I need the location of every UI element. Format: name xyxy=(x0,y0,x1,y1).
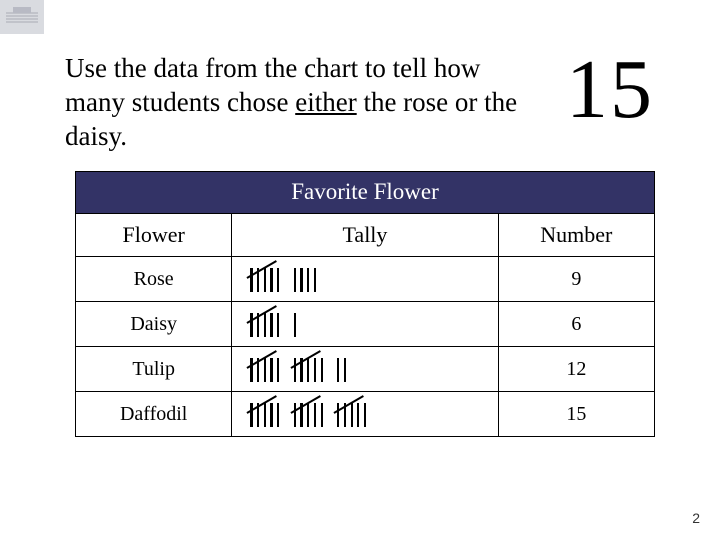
table-row: Daisy 6 xyxy=(76,302,655,347)
cell-tally xyxy=(232,302,498,347)
question-text: Use the data from the chart to tell how … xyxy=(65,48,530,153)
cell-flower: Daisy xyxy=(76,302,232,347)
page-number: 2 xyxy=(692,510,700,526)
col-header-flower: Flower xyxy=(76,214,232,257)
corner-decoration xyxy=(0,0,44,34)
cell-number: 9 xyxy=(498,257,654,302)
cell-tally xyxy=(232,257,498,302)
cell-number: 6 xyxy=(498,302,654,347)
col-header-number: Number xyxy=(498,214,654,257)
table-row: Rose 9 xyxy=(76,257,655,302)
cell-number: 15 xyxy=(498,392,654,437)
table-header-row: Flower Tally Number xyxy=(76,214,655,257)
cell-flower: Tulip xyxy=(76,347,232,392)
table-title: Favorite Flower xyxy=(75,171,655,213)
answer-value: 15 xyxy=(550,48,670,132)
col-header-tally: Tally xyxy=(232,214,498,257)
table-row: Tulip 12 xyxy=(76,347,655,392)
cell-flower: Daffodil xyxy=(76,392,232,437)
cell-tally xyxy=(232,392,498,437)
tally-table: Flower Tally Number Rose9Daisy6Tulip12Da… xyxy=(75,213,655,437)
cell-flower: Rose xyxy=(76,257,232,302)
table-row: Daffodil 15 xyxy=(76,392,655,437)
tally-table-container: Favorite Flower Flower Tally Number Rose… xyxy=(75,171,655,437)
cell-tally xyxy=(232,347,498,392)
cell-number: 12 xyxy=(498,347,654,392)
question-underline: either xyxy=(295,87,356,117)
